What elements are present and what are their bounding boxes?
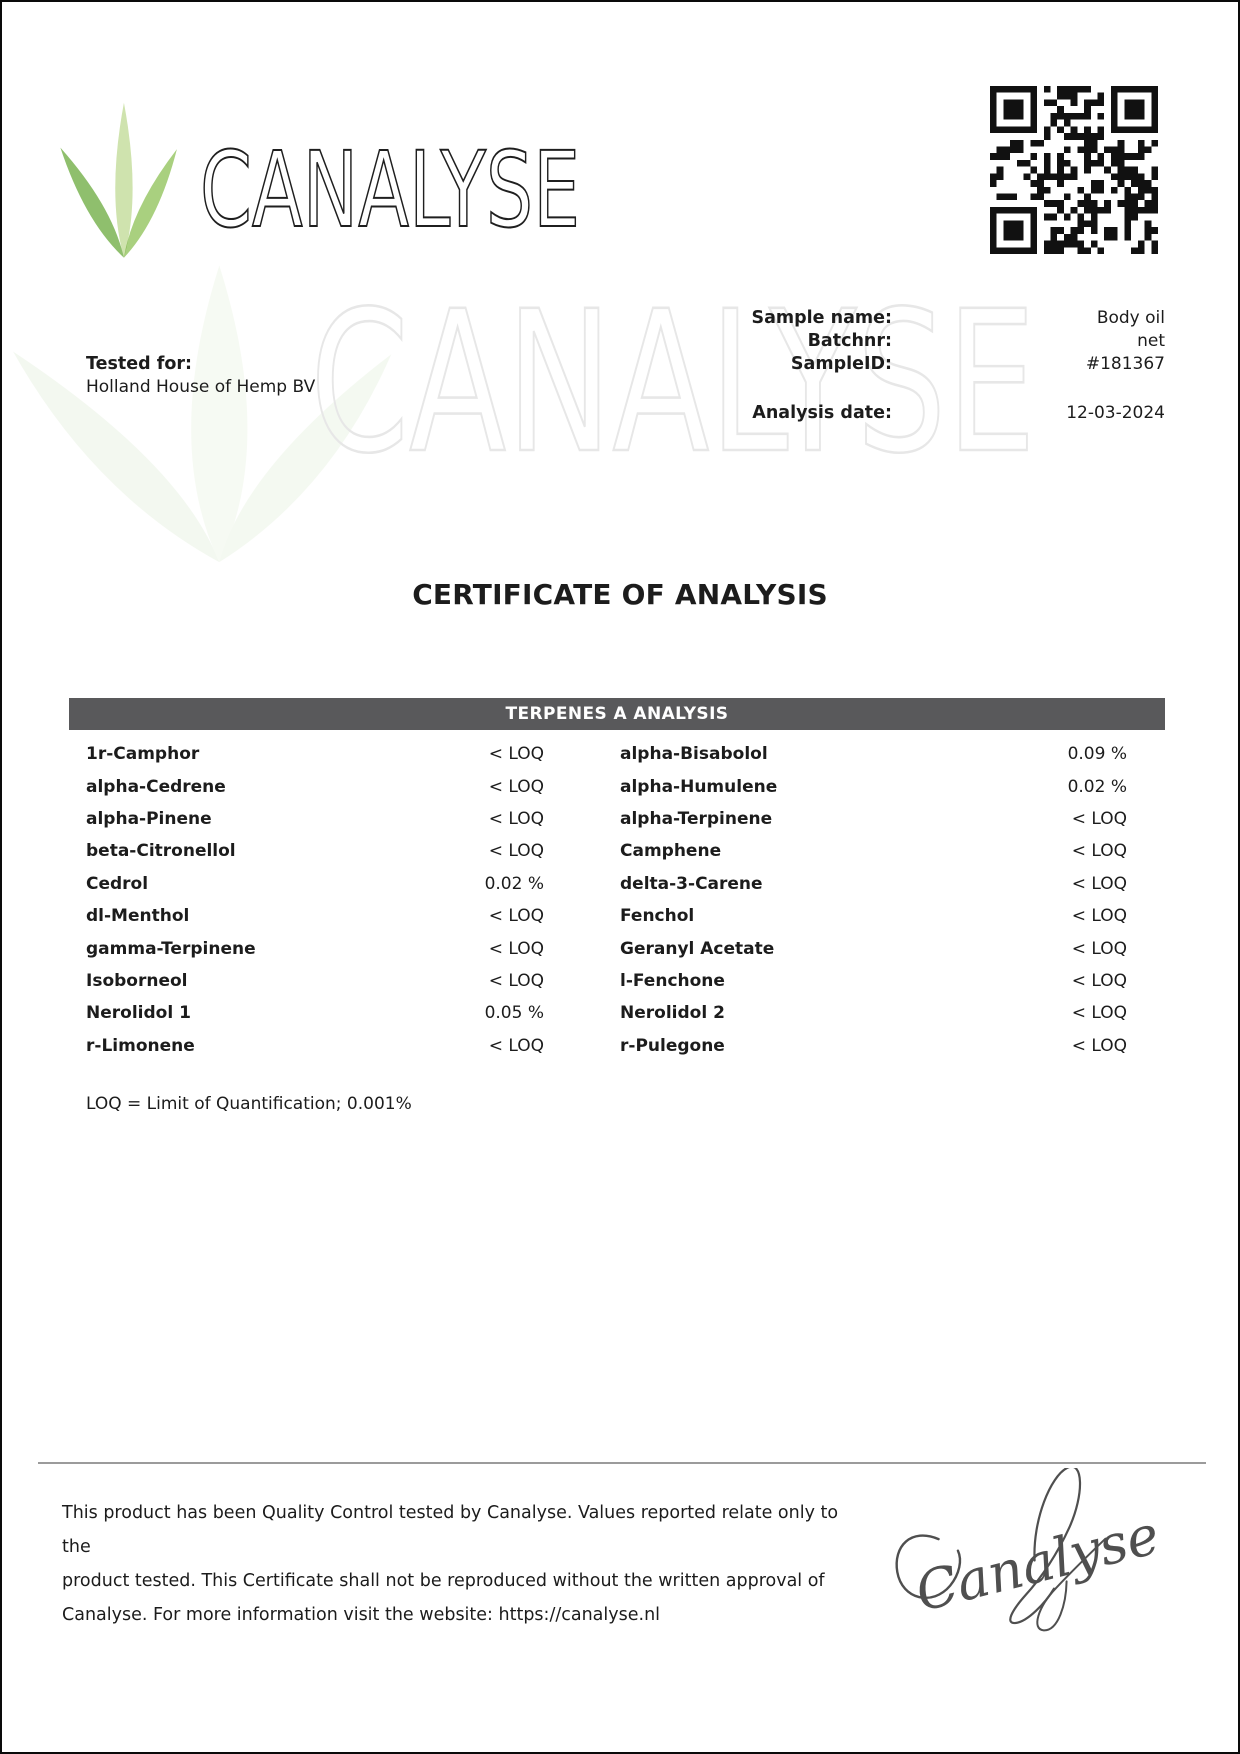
brand-logo-label: CANALYSE xyxy=(200,140,580,244)
table-row: Nerolidol 1 0.05 % Nerolidol 2 < LOQ xyxy=(69,997,1165,1029)
analyte-value: < LOQ xyxy=(488,938,544,959)
analysis-date-label: Analysis date: xyxy=(752,403,892,423)
table-row: beta-Citronellol < LOQ Camphene < LOQ xyxy=(69,835,1165,867)
analyte-name: Isoborneol xyxy=(86,970,188,991)
table-header: TERPENES A ANALYSIS xyxy=(69,698,1165,730)
analyte-value: < LOQ xyxy=(488,744,544,765)
analyte-value: < LOQ xyxy=(488,841,544,862)
footer-divider xyxy=(38,1462,1206,1464)
footer-line: product tested. This Certificate shall n… xyxy=(62,1571,825,1591)
batchnr-value: net xyxy=(1137,331,1165,351)
analyte-name: Cedrol xyxy=(86,873,149,894)
qr-code xyxy=(990,86,1158,254)
analyte-name: alpha-Cedrene xyxy=(86,776,226,797)
analyte-name: Nerolidol 2 xyxy=(620,1003,725,1024)
analyte-value: < LOQ xyxy=(1071,1003,1127,1024)
analyte-value: < LOQ xyxy=(1071,1035,1127,1056)
analyte-name: Camphene xyxy=(620,841,722,862)
analyte-value: < LOQ xyxy=(1071,970,1127,991)
analyte-name: l-Fenchone xyxy=(620,970,725,991)
table-row: 1r-Camphor < LOQ alpha-Bisabolol 0.09 % xyxy=(69,738,1165,770)
analyte-name: Geranyl Acetate xyxy=(620,938,775,959)
table-row: Cedrol 0.02 % delta-3-Carene < LOQ xyxy=(69,868,1165,900)
analyte-name: delta-3-Carene xyxy=(620,873,763,894)
analyte-name: dl-Menthol xyxy=(86,906,190,927)
analyte-value: 0.02 % xyxy=(484,873,544,894)
analyte-name: alpha-Humulene xyxy=(620,776,778,797)
signature: Canalyse xyxy=(895,1468,1156,1632)
table-body: 1r-Camphor < LOQ alpha-Bisabolol 0.09 % … xyxy=(69,738,1165,1062)
analyte-name: r-Limonene xyxy=(86,1035,195,1056)
analyte-value: 0.02 % xyxy=(1067,776,1127,797)
analyte-name: 1r-Camphor xyxy=(86,744,200,765)
tested-for-value: Holland House of Hemp BV xyxy=(86,377,316,397)
analyte-value: < LOQ xyxy=(1071,873,1127,894)
footer-disclaimer: This product has been Quality Control te… xyxy=(62,1496,842,1632)
batchnr-label: Batchnr: xyxy=(807,331,892,351)
brand-logo: CANALYSE xyxy=(200,140,581,244)
analyte-name: Fenchol xyxy=(620,906,695,927)
text-watermark: CANALYSE xyxy=(310,300,1037,478)
tested-for-block: Tested for: Holland House of Hemp BV xyxy=(86,353,315,399)
sampleid-label: SampleID: xyxy=(790,354,892,374)
table-row: Isoborneol < LOQ l-Fenchone < LOQ xyxy=(69,965,1165,997)
table-row: r-Limonene < LOQ r-Pulegone < LOQ xyxy=(69,1030,1165,1062)
analyte-value: < LOQ xyxy=(1071,938,1127,959)
analyte-value: < LOQ xyxy=(1071,906,1127,927)
footer-line: Canalyse. For more information visit the… xyxy=(62,1605,661,1625)
analyte-name: Nerolidol 1 xyxy=(86,1003,191,1024)
analysis-date-value: 12-03-2024 xyxy=(1066,403,1165,423)
page-title: CERTIFICATE OF ANALYSIS xyxy=(412,578,828,611)
analyte-name: gamma-Terpinene xyxy=(86,938,256,959)
analyte-name: alpha-Bisabolol xyxy=(620,744,768,765)
tested-for-label: Tested for: xyxy=(86,354,193,374)
analyte-value: < LOQ xyxy=(1071,808,1127,829)
analyte-value: < LOQ xyxy=(488,808,544,829)
table-row: alpha-Cedrene < LOQ alpha-Humulene 0.02 … xyxy=(69,770,1165,802)
analyte-name: alpha-Terpinene xyxy=(620,808,773,829)
terpenes-table: TERPENES A ANALYSIS 1r-Camphor < LOQ alp… xyxy=(69,698,1165,1062)
analyte-name: r-Pulegone xyxy=(620,1035,725,1056)
footer-line: This product has been Quality Control te… xyxy=(62,1503,839,1557)
sample-name-label: Sample name: xyxy=(751,308,892,328)
analyte-value: < LOQ xyxy=(488,776,544,797)
leaf-logo-icon xyxy=(56,102,184,262)
signature-label: Canalyse xyxy=(909,1503,1156,1624)
watermark-label: CANALYSE xyxy=(310,300,1036,478)
analyte-value: < LOQ xyxy=(488,970,544,991)
table-row: gamma-Terpinene < LOQ Geranyl Acetate < … xyxy=(69,932,1165,964)
table-row: alpha-Pinene < LOQ alpha-Terpinene < LOQ xyxy=(69,803,1165,835)
analyte-value: < LOQ xyxy=(1071,841,1127,862)
loq-note: LOQ = Limit of Quantification; 0.001% xyxy=(86,1094,412,1114)
analyte-name: alpha-Pinene xyxy=(86,808,212,829)
analyte-value: 0.05 % xyxy=(484,1003,544,1024)
sampleid-value: #181367 xyxy=(1085,354,1165,374)
table-row: dl-Menthol < LOQ Fenchol < LOQ xyxy=(69,900,1165,932)
analyte-name: beta-Citronellol xyxy=(86,841,236,862)
qr-code-icon xyxy=(990,86,1158,254)
sample-name-value: Body oil xyxy=(1096,308,1165,328)
analyte-value: < LOQ xyxy=(488,906,544,927)
analyte-value: < LOQ xyxy=(488,1035,544,1056)
analyte-value: 0.09 % xyxy=(1067,744,1127,765)
